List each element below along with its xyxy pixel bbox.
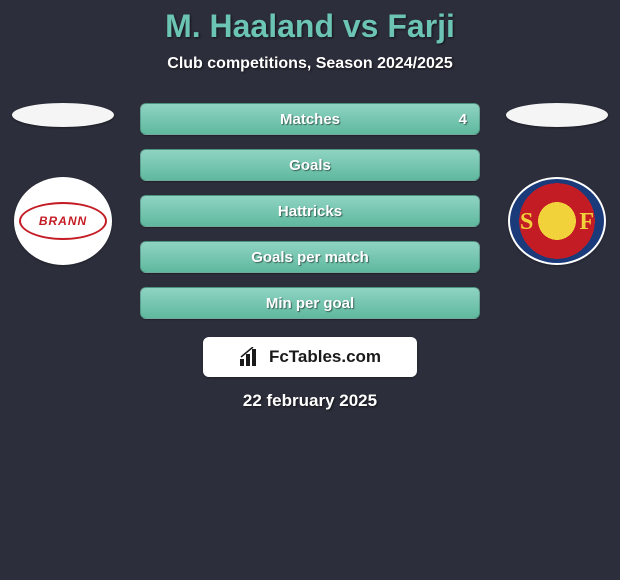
stat-row-hattricks: Hattricks <box>140 195 480 227</box>
stat-label: Goals <box>289 157 331 174</box>
stat-label: Goals per match <box>251 249 369 266</box>
left-club-badge: BRANN <box>14 177 112 265</box>
main-row: BRANN Matches 4 Goals Hattricks Goals pe… <box>0 103 620 319</box>
sif-letter-left: S <box>520 209 533 236</box>
sif-letter-right: F <box>579 209 594 236</box>
bar-chart-icon <box>239 347 263 367</box>
brann-text: BRANN <box>39 214 87 228</box>
stat-label: Min per goal <box>266 295 354 312</box>
left-column: BRANN <box>8 103 118 265</box>
stats-column: Matches 4 Goals Hattricks Goals per matc… <box>140 103 480 319</box>
right-ellipse-placeholder <box>506 103 608 127</box>
stat-label: Matches <box>280 111 340 128</box>
brand-text: FcTables.com <box>269 347 381 367</box>
brand-box[interactable]: FcTables.com <box>203 337 417 377</box>
subtitle: Club competitions, Season 2024/2025 <box>0 55 620 73</box>
stat-value-right: 4 <box>459 111 467 128</box>
date-text: 22 february 2025 <box>0 391 620 411</box>
left-ellipse-placeholder <box>12 103 114 127</box>
right-club-badge: S F <box>508 177 606 265</box>
stat-row-matches: Matches 4 <box>140 103 480 135</box>
stat-row-goals-per-match: Goals per match <box>140 241 480 273</box>
right-column: S F <box>502 103 612 265</box>
stat-row-min-per-goal: Min per goal <box>140 287 480 319</box>
comparison-card: M. Haaland vs Farji Club competitions, S… <box>0 0 620 440</box>
stat-row-goals: Goals <box>140 149 480 181</box>
brann-oval: BRANN <box>19 202 107 240</box>
page-title: M. Haaland vs Farji <box>0 8 620 45</box>
stat-label: Hattricks <box>278 203 342 220</box>
